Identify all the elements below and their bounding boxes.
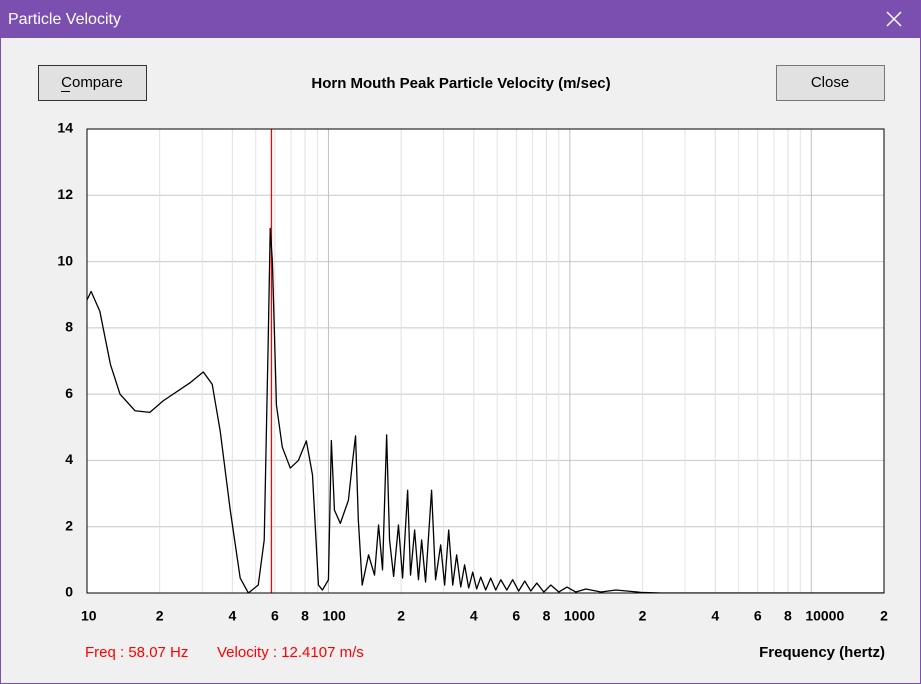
- x-axis-label: Frequency (hertz): [759, 644, 885, 661]
- chart-title: Horn Mouth Peak Particle Velocity (m/sec…: [311, 75, 610, 92]
- grid: [86, 128, 885, 594]
- y-tick-label: 4: [65, 451, 73, 467]
- plot-frame: [86, 128, 885, 594]
- x-tick-label: 4: [470, 608, 478, 624]
- cursor-frequency: Freq : 58.07 Hz: [85, 644, 188, 661]
- x-tick-label: 2: [639, 608, 647, 624]
- x-tick-label: 4: [228, 608, 236, 624]
- x-tick-label: 100: [322, 608, 346, 624]
- x-tick-label: 6: [754, 608, 762, 624]
- x-tick-label: 1000: [564, 608, 595, 624]
- close-button[interactable]: Close: [776, 65, 885, 101]
- close-x[interactable]: [886, 11, 902, 27]
- x-tick-label: 8: [543, 608, 551, 624]
- x-tick-label: 2: [397, 608, 405, 624]
- x-tick-label: 6: [271, 608, 279, 624]
- marks: [87, 129, 884, 593]
- x-tick-label: 6: [512, 608, 520, 624]
- plot-area: [87, 129, 884, 593]
- velocity-curve: [87, 227, 884, 593]
- x-tick-label: 4: [711, 608, 719, 624]
- y-tick-label: 8: [65, 319, 73, 335]
- labels: 0 2 4 6 8 10 12 14 10 2 4 6 8 100 2 4 6 8 1000 2 4 6 8 10000 2: [57, 120, 888, 624]
- y-tick-label: 0: [65, 584, 73, 600]
- button-label[interactable]: Close: [811, 74, 849, 91]
- x-tick-label: 8: [784, 608, 792, 624]
- y-tick-label: 2: [65, 517, 73, 533]
- y-tick-label: 12: [57, 186, 73, 202]
- button-frame[interactable]: [776, 65, 885, 101]
- button-frame[interactable]: [38, 65, 147, 101]
- title-bar: [0, 0, 921, 38]
- y-tick-label: 14: [57, 120, 73, 136]
- x-tick-label: 10000: [805, 608, 844, 624]
- y-tick-label: 10: [57, 252, 73, 268]
- cursor-velocity: Velocity : 12.4107 m/s: [217, 644, 364, 661]
- y-tick-label: 6: [65, 385, 73, 401]
- x-tick-label: 2: [156, 608, 164, 624]
- window-title: Particle Velocity: [8, 11, 121, 28]
- button-label[interactable]: Compare: [61, 74, 123, 91]
- x-tick-label: 10: [81, 608, 97, 624]
- x-tick-label: 2: [880, 608, 888, 624]
- compare-button[interactable]: Compare: [38, 65, 147, 101]
- x-tick-label: 8: [301, 608, 309, 624]
- close-icon[interactable]: [886, 11, 902, 27]
